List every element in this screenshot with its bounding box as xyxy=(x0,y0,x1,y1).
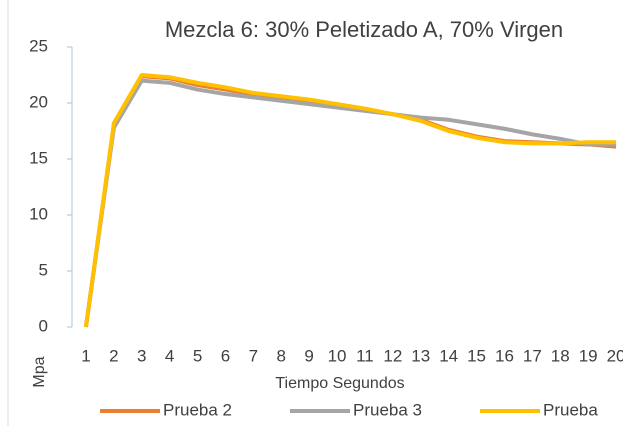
x-tick-label: 10 xyxy=(328,346,347,365)
x-tick-label: 3 xyxy=(137,346,146,365)
series-line xyxy=(83,74,617,328)
y-tick-label: 10 xyxy=(29,204,48,223)
legend-label: Prueba 2 xyxy=(163,400,232,419)
x-tick-label: 2 xyxy=(109,346,118,365)
x-tick-label: 8 xyxy=(277,346,286,365)
x-tick-label: 20 xyxy=(607,346,623,365)
x-tick-label: 18 xyxy=(551,346,570,365)
x-tick-label: 16 xyxy=(495,346,514,365)
x-tick-label: 17 xyxy=(523,346,542,365)
plot: 1 2 3 4 5 6 7 8 9 10 11 12 13 14 15 16 17 18 19 20 xyxy=(81,73,623,365)
y-tick-label: 20 xyxy=(29,92,48,111)
legend-label: Prueba 3 xyxy=(353,400,422,419)
y-tick-label: 5 xyxy=(39,260,48,279)
x-tick-label: 19 xyxy=(579,346,598,365)
x-axis-label: Tiempo Segundos xyxy=(275,375,404,392)
y-tick-label: 0 xyxy=(39,316,48,335)
x-tick-label: 1 xyxy=(81,346,90,365)
series-line xyxy=(83,78,617,328)
y-axis-label: Mpa xyxy=(31,356,48,387)
x-tick-label: 11 xyxy=(356,346,374,365)
x-tick-label: 9 xyxy=(304,346,313,365)
x-tick-label: 13 xyxy=(411,346,430,365)
x-tick-label: 12 xyxy=(383,346,402,365)
x-tick-label: 6 xyxy=(221,346,230,365)
x-tick-label: 15 xyxy=(467,346,486,365)
y-tick-label: 15 xyxy=(29,148,48,167)
x-tick-label: 14 xyxy=(439,346,458,365)
x-tick-label: 5 xyxy=(193,346,202,365)
chart-title: Mezcla 6: 30% Peletizado A, 70% Virgen xyxy=(165,17,563,42)
series-line xyxy=(83,73,617,328)
y-tick-label: 25 xyxy=(29,36,48,55)
x-tick-label: 4 xyxy=(165,346,174,365)
x-tick-label: 7 xyxy=(249,346,258,365)
legend-label: Prueba xyxy=(543,400,598,419)
